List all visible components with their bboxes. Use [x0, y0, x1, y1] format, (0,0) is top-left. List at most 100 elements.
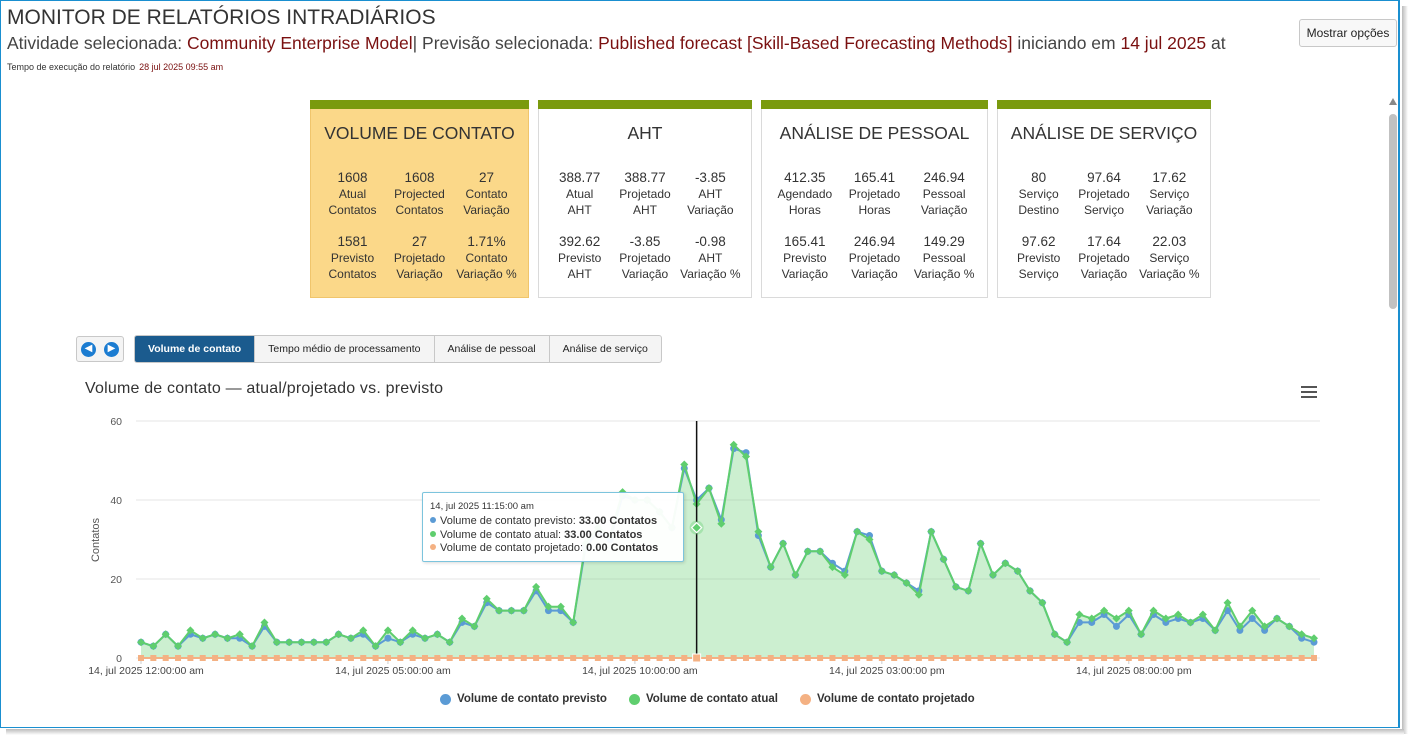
point-projected [940, 655, 947, 661]
metric-cell: 165.41 Projetado Horas [840, 169, 910, 218]
metric-label: Variação % [913, 267, 975, 281]
card-accent-bar [761, 100, 988, 109]
metric-label: AHT [632, 203, 657, 217]
point-projected [780, 655, 787, 661]
legend-item-projected[interactable]: Volume de contato projetado [800, 693, 975, 705]
show-options-button[interactable]: Mostrar opções [1299, 19, 1397, 47]
actual-area [141, 444, 1314, 658]
point-actual [556, 602, 565, 611]
point-actual [816, 547, 825, 556]
report-runtime: Tempo de execução do relatório 28 jul 202… [7, 62, 223, 72]
point-projected [1311, 655, 1317, 661]
point-projected [360, 655, 367, 661]
metric-label: Variação % [1139, 267, 1200, 281]
point-actual [704, 484, 713, 493]
point-projected [1236, 655, 1243, 661]
tab-staffing-analysis[interactable]: Análise de pessoal [435, 336, 550, 362]
point-projected [187, 655, 194, 661]
point-projected [878, 655, 885, 661]
point-actual [285, 638, 294, 647]
tooltip-time: 14, jul 2025 11:15:00 am [430, 501, 534, 512]
point-actual [828, 563, 837, 572]
point-projected [421, 655, 428, 661]
point-actual [766, 563, 775, 572]
point-actual [939, 555, 948, 564]
point-projected [1162, 655, 1169, 661]
point-projected [1199, 655, 1206, 661]
metric-label: Variação % [456, 267, 517, 281]
point-projected [397, 655, 404, 661]
point-projected [199, 655, 206, 661]
point-actual [532, 582, 541, 591]
point-projected [644, 655, 651, 661]
point-projected [594, 655, 601, 661]
point-actual [161, 630, 170, 639]
legend-item-forecast[interactable]: Volume de contato previsto [440, 693, 607, 705]
point-projected [743, 655, 750, 661]
point-actual [346, 634, 355, 643]
point-projected [829, 655, 836, 661]
chart-tabs: Volume de contato Tempo médio de process… [134, 335, 662, 363]
point-projected [372, 655, 379, 661]
arrow-right-icon[interactable]: ▶ [104, 341, 119, 357]
metric-label: Projetado [848, 187, 901, 201]
scroll-up-icon[interactable] [1389, 98, 1397, 105]
report-subtitle: Atividade selecionada: Community Enterpr… [7, 33, 1257, 54]
point-projected [841, 655, 848, 661]
metric-label: Variação [1146, 203, 1193, 217]
point-projected [817, 655, 824, 661]
point-actual [408, 626, 417, 635]
point-actual [1013, 567, 1022, 576]
tab-service-analysis[interactable]: Análise de serviço [562, 343, 648, 355]
point-actual [865, 535, 874, 544]
point-actual [420, 634, 429, 643]
point-projected [607, 655, 614, 661]
metric-label: Atual [338, 187, 367, 201]
point-actual [1285, 622, 1294, 631]
tab-contact-volume[interactable]: Volume de contato [135, 336, 256, 362]
point-actual [235, 630, 244, 639]
point-projected [1249, 655, 1256, 661]
metric-value: -3.85 [629, 234, 661, 249]
point-forecast [384, 634, 392, 642]
hamburger-menu-icon[interactable] [1301, 386, 1317, 399]
page-title: MONITOR DE RELATÓRIOS INTRADIÁRIOS [7, 6, 436, 29]
metric-label: Serviço [1149, 251, 1190, 265]
point-projected [1088, 655, 1095, 661]
metric-cell: 246.94 Pessoal Variação [909, 169, 979, 218]
point-projected [249, 655, 256, 661]
dot-icon [430, 517, 436, 523]
point-actual [1235, 622, 1244, 631]
metric-cell: 246.94 Projetado Variação [840, 233, 910, 282]
point-projected [1224, 655, 1231, 661]
point-actual [902, 578, 911, 587]
point-actual [1001, 559, 1010, 568]
subtitle-tail: at [1206, 33, 1226, 53]
point-actual [754, 527, 763, 536]
point-actual [717, 519, 726, 528]
metric-label: AHT [567, 203, 592, 217]
point-projected [1027, 655, 1034, 661]
scrollbar-thumb[interactable] [1389, 114, 1397, 309]
arrow-left-icon[interactable]: ◀ [81, 341, 96, 357]
point-actual [458, 614, 467, 623]
card-title: ANÁLISE DE SERVIÇO [1010, 123, 1198, 143]
point-projected [977, 655, 984, 661]
legend-item-actual[interactable]: Volume de contato atual [628, 693, 778, 705]
tooltip-label: Volume de contato atual: [440, 528, 565, 541]
point-projected [557, 655, 564, 661]
point-actual [877, 567, 886, 576]
metric-cell: 165.41 Previsto Variação [770, 233, 840, 282]
point-actual [297, 638, 306, 647]
x-tick-label: 14, jul 2025 12:00:00 am [88, 665, 204, 677]
y-tick-label: 0 [116, 653, 122, 665]
metric-cell: 412.35 Agendado Horas [770, 169, 840, 218]
hover-marker [690, 521, 703, 534]
tab-average-handle-time[interactable]: Tempo médio de processamento [255, 336, 435, 362]
point-projected [335, 655, 342, 661]
service-analysis-card: ANÁLISE DE SERVIÇO 80 Serviço Destino 97.64… [997, 100, 1211, 298]
metric-label: Serviço [1018, 187, 1059, 201]
contact-volume-chart[interactable]: 0 20 40 60 Contatos 14, jul 2025 12:00:00 am 1… [0, 400, 1360, 690]
point-actual [1063, 638, 1072, 647]
point-actual [1297, 630, 1306, 639]
